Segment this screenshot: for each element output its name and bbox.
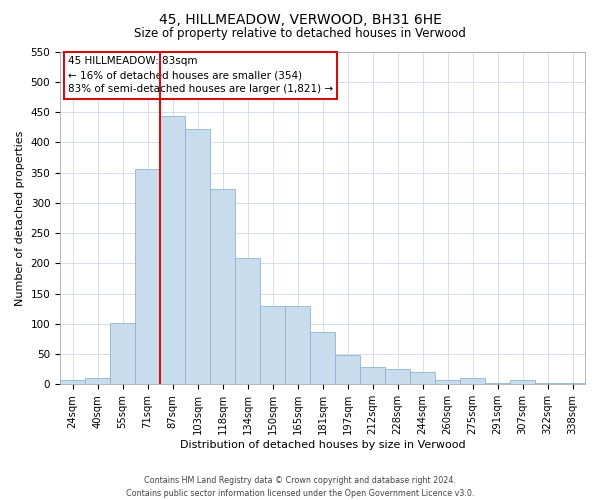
Bar xyxy=(185,129,210,384)
Bar xyxy=(535,383,560,384)
Bar xyxy=(60,380,85,384)
Text: Contains HM Land Registry data © Crown copyright and database right 2024.
Contai: Contains HM Land Registry data © Crown c… xyxy=(126,476,474,498)
Bar xyxy=(160,116,185,384)
Bar xyxy=(310,332,335,384)
Bar xyxy=(235,258,260,384)
Bar xyxy=(460,378,485,384)
Bar xyxy=(360,367,385,384)
Bar xyxy=(410,372,435,384)
Bar xyxy=(110,322,135,384)
X-axis label: Distribution of detached houses by size in Verwood: Distribution of detached houses by size … xyxy=(180,440,466,450)
Bar xyxy=(260,306,285,384)
Bar xyxy=(85,378,110,384)
Text: Size of property relative to detached houses in Verwood: Size of property relative to detached ho… xyxy=(134,28,466,40)
Bar xyxy=(510,380,535,384)
Bar xyxy=(485,383,510,384)
Bar xyxy=(385,369,410,384)
Bar xyxy=(135,169,160,384)
Bar xyxy=(285,306,310,384)
Bar xyxy=(560,383,585,384)
Text: 45, HILLMEADOW, VERWOOD, BH31 6HE: 45, HILLMEADOW, VERWOOD, BH31 6HE xyxy=(158,12,442,26)
Bar xyxy=(435,380,460,384)
Text: 45 HILLMEADOW: 83sqm
← 16% of detached houses are smaller (354)
83% of semi-deta: 45 HILLMEADOW: 83sqm ← 16% of detached h… xyxy=(68,56,333,94)
Bar xyxy=(335,356,360,384)
Bar xyxy=(210,189,235,384)
Y-axis label: Number of detached properties: Number of detached properties xyxy=(15,130,25,306)
